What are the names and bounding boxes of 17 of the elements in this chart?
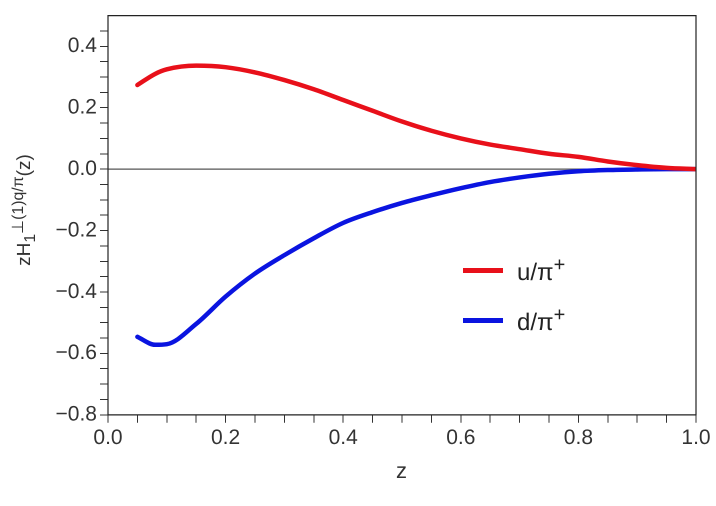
x-axis-title: z bbox=[395, 458, 408, 484]
y-tick-label: −0.6 bbox=[56, 341, 97, 364]
x-tick-label: 0.0 bbox=[93, 426, 123, 450]
y-tick-label: −0.2 bbox=[56, 218, 97, 242]
legend-label: u/π$^{+}$ bbox=[517, 254, 566, 286]
x-tick-label: 0.4 bbox=[328, 426, 358, 450]
y-tick-label: −0.4 bbox=[56, 280, 98, 303]
y-tick-label: 0.4 bbox=[68, 34, 98, 58]
x-tick-label: 1.0 bbox=[681, 426, 711, 450]
y-tick-label: 0.0 bbox=[68, 156, 97, 180]
legend-label: d/π$^{+}$ bbox=[517, 304, 566, 336]
line-series bbox=[135, 63, 696, 172]
x-tick-label: 0.6 bbox=[446, 426, 476, 450]
y-tick-label: 0.2 bbox=[68, 96, 97, 119]
x-tick-label: 0.2 bbox=[211, 426, 240, 450]
x-tick-label: 0.8 bbox=[564, 426, 593, 450]
y-tick-label: −0.8 bbox=[56, 402, 97, 426]
